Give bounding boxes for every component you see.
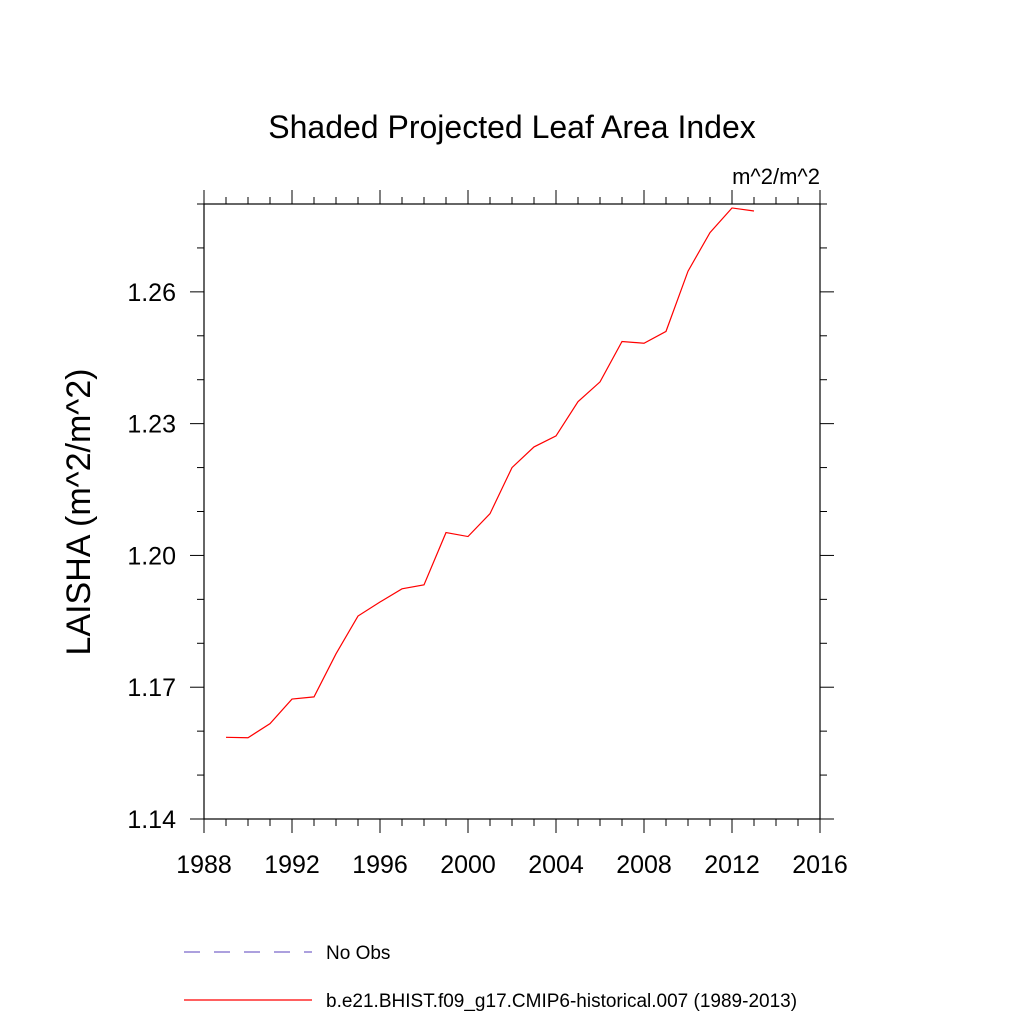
x-tick-label: 1996 bbox=[352, 851, 408, 879]
x-tick-label: 1988 bbox=[176, 851, 232, 879]
x-tick-label: 2012 bbox=[704, 851, 760, 879]
legend: No Obs b.e21.BHIST.f09_g17.CMIP6-histori… bbox=[184, 943, 797, 1012]
x-tick-label: 1992 bbox=[264, 851, 320, 879]
y-tick-label: 1.20 bbox=[127, 542, 176, 570]
chart-title: Shaded Projected Leaf Area Index bbox=[268, 109, 755, 145]
y-tick-label: 1.17 bbox=[127, 674, 176, 702]
y-tick-label: 1.23 bbox=[127, 411, 176, 439]
axis-tick-labels: 1988 1992 1996 2000 2004 2008 2012 2016 1.14 1.17… bbox=[127, 279, 847, 879]
plot-frame bbox=[203, 203, 821, 820]
x-tick-label: 2016 bbox=[792, 851, 848, 879]
series-lines bbox=[225, 207, 755, 739]
x-tick-label: 2008 bbox=[616, 851, 672, 879]
legend-label-no-obs: No Obs bbox=[326, 943, 390, 964]
legend-label-model-run: b.e21.BHIST.f09_g17.CMIP6-historical.007… bbox=[326, 991, 797, 1012]
y-axis-label: LAISHA (m^2/m^2) bbox=[60, 369, 98, 656]
x-tick-label: 2004 bbox=[528, 851, 584, 879]
axis-ticks bbox=[190, 190, 834, 833]
units-label: m^2/m^2 bbox=[732, 164, 820, 189]
x-tick-label: 2000 bbox=[440, 851, 496, 879]
y-tick-label: 1.26 bbox=[127, 279, 176, 307]
y-tick-label: 1.14 bbox=[127, 806, 176, 834]
series-line-1 bbox=[225, 207, 755, 739]
